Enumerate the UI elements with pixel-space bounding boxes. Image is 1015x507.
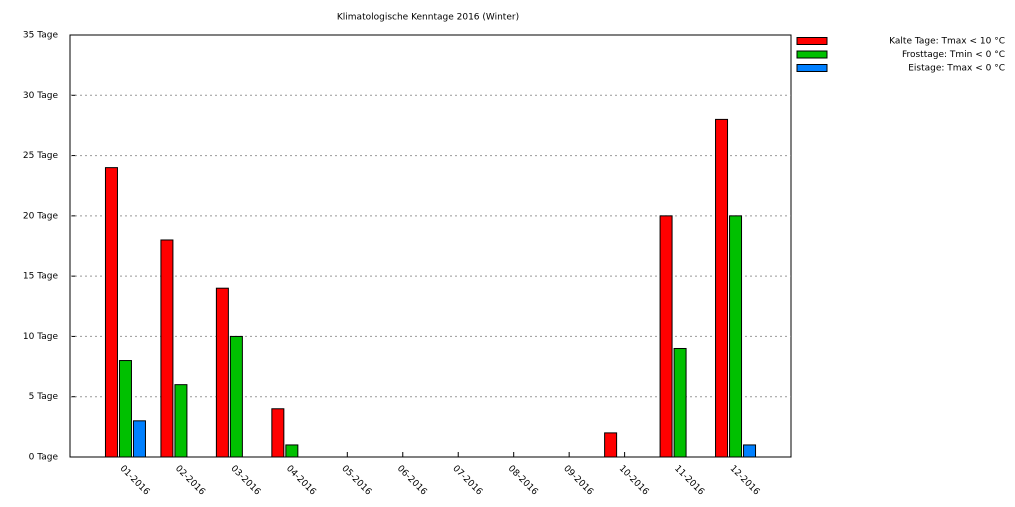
bar (271, 408, 285, 458)
x-tick-label: 06-2016 (395, 464, 429, 498)
bar (229, 335, 243, 458)
legend-label: Eistage: Tmax < 0 °C (908, 64, 1005, 74)
x-tick-label: 09-2016 (561, 464, 595, 498)
legend-swatch (796, 64, 828, 72)
x-tick-label: 01-2016 (118, 464, 152, 498)
y-tick-label: 35 Tage (23, 31, 59, 41)
x-tick-label: 10-2016 (617, 464, 651, 498)
legend-swatch (796, 50, 828, 59)
y-tick-label: 25 Tage (23, 151, 59, 161)
x-tick-label: 11-2016 (672, 464, 706, 498)
y-tick-label: 10 Tage (23, 332, 59, 342)
bar (604, 432, 618, 458)
bar (215, 287, 229, 458)
y-tick-label: 15 Tage (23, 272, 59, 282)
x-tick-label: 12-2016 (728, 464, 762, 498)
bar (659, 215, 673, 458)
legend-label: Frosttage: Tmin < 0 °C (902, 50, 1005, 60)
bar (729, 215, 743, 458)
x-tick-label: 08-2016 (506, 464, 540, 498)
x-tick-label: 07-2016 (450, 464, 484, 498)
bar (174, 384, 188, 458)
x-tick-label: 03-2016 (228, 464, 262, 498)
bar (285, 444, 299, 458)
y-tick-label: 5 Tage (29, 392, 59, 402)
y-tick-label: 20 Tage (23, 211, 59, 221)
bar (673, 347, 687, 458)
x-tick-label: 05-2016 (339, 464, 373, 498)
chart-title: Klimatologische Kenntage 2016 (Winter) (337, 13, 519, 23)
legend-swatch (796, 37, 828, 45)
bar (743, 444, 757, 458)
bar (118, 360, 132, 458)
bar (104, 167, 118, 458)
bar (160, 239, 174, 458)
bar (132, 420, 146, 458)
legend-label: Kalte Tage: Tmax < 10 °C (889, 37, 1005, 47)
y-tick-label: 0 Tage (29, 453, 59, 463)
bar (715, 118, 729, 458)
x-tick-label: 02-2016 (173, 464, 207, 498)
x-tick-label: 04-2016 (284, 464, 318, 498)
y-tick-label: 30 Tage (23, 91, 59, 101)
plot-frame (69, 34, 792, 458)
